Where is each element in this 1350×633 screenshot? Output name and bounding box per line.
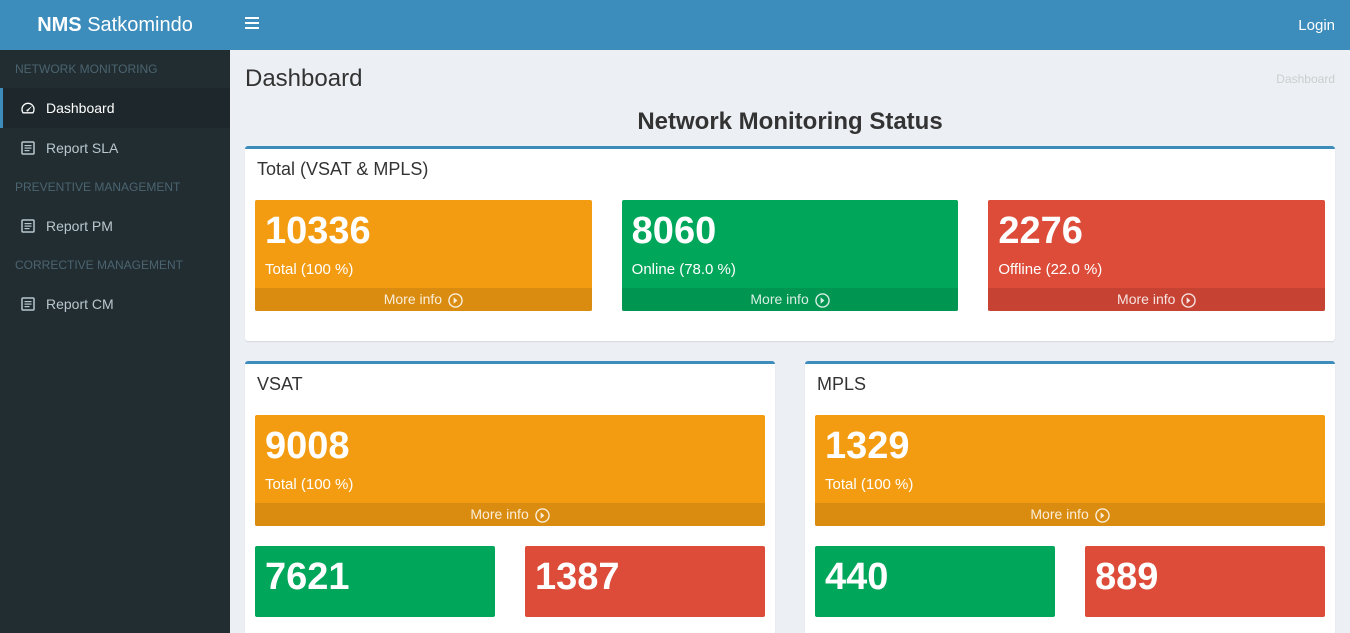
panel-vsat: VSAT 9008 Total (100 %) More info 7621 1387 bbox=[245, 361, 775, 633]
more-info-label: More info bbox=[1030, 506, 1092, 522]
stat-card-mpls-online: 440 bbox=[815, 546, 1055, 617]
sidebar-section-header: CORRECTIVE MANAGEMENT bbox=[0, 246, 230, 284]
stat-label: Offline (22.0 %) bbox=[998, 261, 1315, 278]
stat-value: 10336 bbox=[265, 210, 582, 253]
sidebar-section-header: NETWORK MONITORING bbox=[0, 50, 230, 88]
more-info-link[interactable]: More info bbox=[255, 288, 592, 311]
more-info-label: More info bbox=[1117, 291, 1179, 307]
hamburger-icon[interactable] bbox=[245, 16, 259, 34]
report-icon bbox=[18, 141, 38, 155]
arrow-right-circle-icon bbox=[1181, 293, 1196, 308]
header-nav: Login bbox=[230, 16, 1350, 34]
page-title: Dashboard bbox=[245, 65, 362, 93]
sidebar-item-dashboard[interactable]: Dashboard bbox=[0, 88, 230, 128]
brand-light: Satkomindo bbox=[82, 14, 193, 36]
stat-label: Total (100 %) bbox=[825, 476, 1315, 493]
stat-label: Online (78.0 %) bbox=[632, 261, 949, 278]
stat-card-mpls-total: 1329 Total (100 %) More info bbox=[815, 415, 1325, 526]
arrow-right-circle-icon bbox=[815, 293, 830, 308]
stat-card-total-0: 10336 Total (100 %) More info bbox=[255, 200, 592, 311]
stat-card-vsat-online: 7621 bbox=[255, 546, 495, 617]
stat-value: 8060 bbox=[632, 210, 949, 253]
stat-value: 9008 bbox=[265, 425, 755, 468]
stat-value: 889 bbox=[1095, 556, 1315, 599]
sidebar-item-label: Report SLA bbox=[46, 140, 118, 156]
stat-label: Total (100 %) bbox=[265, 261, 582, 278]
sidebar-item-label: Report PM bbox=[46, 218, 113, 234]
more-info-link[interactable]: More info bbox=[255, 503, 765, 526]
sidebar-item-label: Dashboard bbox=[46, 100, 115, 116]
more-info-link[interactable]: More info bbox=[815, 503, 1325, 526]
sidebar-section-header: PREVENTIVE MANAGEMENT bbox=[0, 168, 230, 206]
stat-card-vsat-offline: 1387 bbox=[525, 546, 765, 617]
arrow-right-circle-icon bbox=[448, 293, 463, 308]
sidebar-item-report-sla[interactable]: Report SLA bbox=[0, 128, 230, 168]
stat-card-total-2: 2276 Offline (22.0 %) More info bbox=[988, 200, 1325, 311]
panel-vsat-title: VSAT bbox=[245, 364, 775, 405]
stat-value: 2276 bbox=[998, 210, 1315, 253]
sidebar-item-report-pm[interactable]: Report PM bbox=[0, 206, 230, 246]
panel-total: Total (VSAT & MPLS) 10336 Total (100 %) Mo… bbox=[245, 146, 1335, 341]
panel-mpls-title: MPLS bbox=[805, 364, 1335, 405]
more-info-label: More info bbox=[750, 291, 812, 307]
content-header: Dashboard Dashboard bbox=[230, 50, 1350, 93]
arrow-right-circle-icon bbox=[1095, 508, 1110, 523]
brand-logo[interactable]: NMS Satkomindo bbox=[0, 0, 230, 50]
stat-value: 1387 bbox=[535, 556, 755, 599]
breadcrumb: Dashboard bbox=[1276, 72, 1335, 86]
stat-card-vsat-total: 9008 Total (100 %) More info bbox=[255, 415, 765, 526]
more-info-link[interactable]: More info bbox=[622, 288, 959, 311]
brand-bold: NMS bbox=[37, 14, 81, 36]
stat-label: Total (100 %) bbox=[265, 476, 755, 493]
stat-value: 1329 bbox=[825, 425, 1315, 468]
stat-value: 7621 bbox=[265, 556, 485, 599]
report-icon bbox=[18, 219, 38, 233]
stat-value: 440 bbox=[825, 556, 1045, 599]
sidebar-item-label: Report CM bbox=[46, 296, 114, 312]
top-header: NMS Satkomindo Login bbox=[0, 0, 1350, 50]
more-info-link[interactable]: More info bbox=[988, 288, 1325, 311]
stat-card-total-1: 8060 Online (78.0 %) More info bbox=[622, 200, 959, 311]
more-info-label: More info bbox=[384, 291, 446, 307]
sidebar-item-report-cm[interactable]: Report CM bbox=[0, 284, 230, 324]
panel-total-title: Total (VSAT & MPLS) bbox=[245, 149, 1335, 190]
section-title: Network Monitoring Status bbox=[245, 108, 1335, 136]
panel-mpls: MPLS 1329 Total (100 %) More info 440 889 bbox=[805, 361, 1335, 633]
arrow-right-circle-icon bbox=[535, 508, 550, 523]
login-link[interactable]: Login bbox=[1298, 17, 1335, 34]
main-content: Dashboard Dashboard Network Monitoring S… bbox=[230, 50, 1350, 633]
stat-card-mpls-offline: 889 bbox=[1085, 546, 1325, 617]
speedometer-icon bbox=[18, 101, 38, 115]
more-info-label: More info bbox=[470, 506, 532, 522]
report-icon bbox=[18, 297, 38, 311]
sidebar: NETWORK MONITORING Dashboard Report SLA PRE… bbox=[0, 50, 230, 633]
